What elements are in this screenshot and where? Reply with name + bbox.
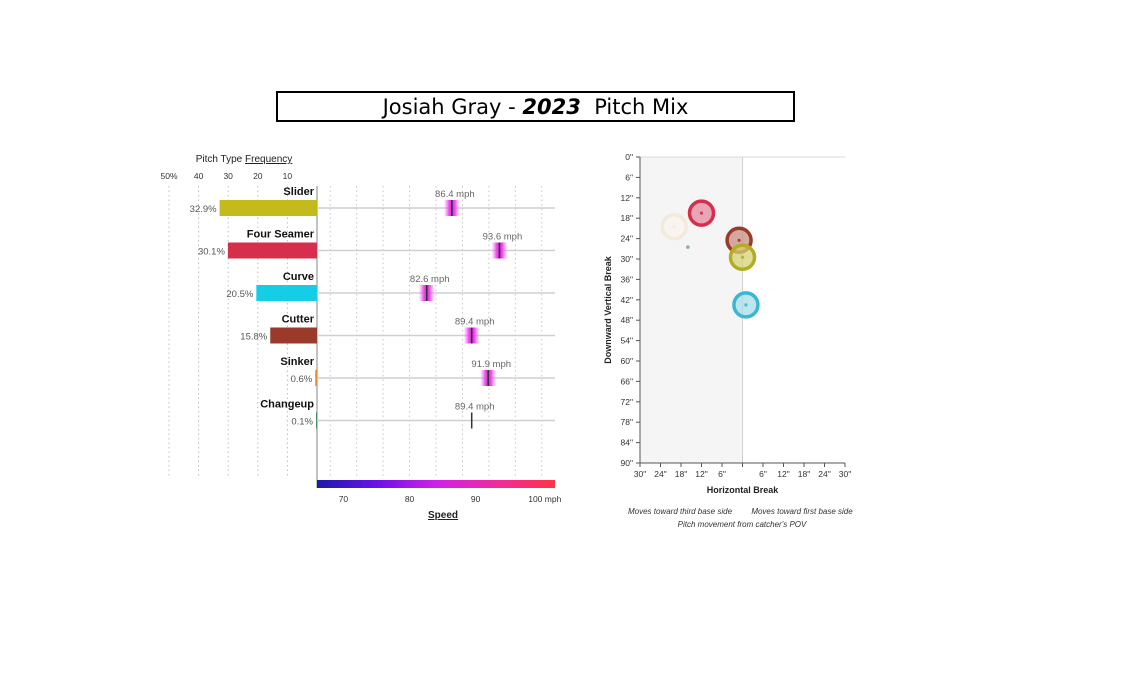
- y-tick-label: 24": [621, 234, 633, 244]
- frequency-value-label: 0.6%: [291, 374, 313, 385]
- movement-point: [672, 225, 676, 229]
- y-tick-label: 54": [621, 336, 633, 346]
- y-tick-label: 6": [625, 172, 633, 182]
- pitch-mix-panel: Pitch Type Frequency 50% 40 30 20 10 Slider 32.…: [160, 154, 561, 521]
- y-tick-label: 30": [621, 254, 633, 264]
- frequency-tick-label: 10: [283, 171, 293, 181]
- x-tick-label: 12": [695, 469, 707, 479]
- x-tick-label: 24": [818, 469, 830, 479]
- y-tick-label: 18": [621, 213, 633, 223]
- pitch-name-label: Four Seamer: [247, 229, 315, 241]
- pitch-name-label: Slider: [283, 186, 314, 198]
- frequency-title: Pitch Type Frequency: [196, 154, 293, 165]
- frequency-tick-label: 30: [223, 171, 233, 181]
- chart-title: Josiah Gray - 2023 Pitch Mix: [276, 91, 795, 122]
- x-tick-label: 18": [798, 469, 810, 479]
- y-tick-label: 36": [621, 274, 633, 284]
- speed-value-label: 82.6 mph: [410, 274, 450, 285]
- pitch-name-label: Cutter: [282, 314, 315, 326]
- frequency-tick-label: 50%: [160, 171, 177, 181]
- title-suffix: Pitch Mix: [594, 94, 689, 119]
- frequency-bar: [270, 327, 317, 344]
- frequency-bar: [316, 412, 317, 429]
- movement-point: [744, 303, 748, 307]
- y-tick-label: 84": [621, 438, 633, 448]
- first-base-side-note: Moves toward first base side: [751, 507, 853, 516]
- frequency-value-label: 20.5%: [226, 289, 253, 300]
- season-year: 2023: [522, 94, 581, 119]
- speed-tick-label: 100 mph: [528, 494, 561, 504]
- third-base-side-note: Moves toward third base side: [628, 507, 733, 516]
- frequency-tick-label: 40: [194, 171, 204, 181]
- frequency-bar: [256, 285, 317, 301]
- x-tick-label: 6": [718, 469, 726, 479]
- movement-point: [737, 238, 741, 242]
- frequency-bar: [227, 242, 317, 259]
- speed-tick-label: 80: [405, 494, 415, 504]
- pitch-name-label: Curve: [283, 271, 314, 283]
- speed-tick-label: 70: [339, 494, 349, 504]
- speed-value-label: 93.6 mph: [483, 232, 523, 243]
- x-tick-label: 12": [777, 469, 789, 479]
- y-tick-label: 0": [625, 152, 633, 162]
- y-tick-label: 78": [621, 417, 633, 427]
- movement-panel: 0" 6" 12" 18" 24" 30" 36" 42" 48" 54" 60" 66" 72" 78"…: [603, 152, 853, 529]
- x-tick-label: 6": [759, 469, 767, 479]
- y-tick-label: 90": [621, 458, 633, 468]
- speed-value-label: 91.9 mph: [471, 359, 511, 370]
- movement-point: [740, 255, 745, 259]
- y-tick-label: 60": [621, 356, 633, 366]
- movement-point-changeup: [686, 245, 690, 249]
- speed-color-scale: [317, 480, 555, 488]
- y-tick-label: 72": [621, 397, 633, 407]
- speed-value-label: 89.4 mph: [455, 317, 495, 328]
- speed-tick-label: 90: [471, 494, 481, 504]
- third-base-side-shade: [640, 157, 743, 463]
- frequency-value-label: 32.9%: [190, 204, 217, 215]
- frequency-bar: [315, 370, 317, 386]
- movement-point: [699, 211, 704, 215]
- speed-value-label: 86.4 mph: [435, 189, 475, 200]
- x-tick-label: 24": [654, 469, 666, 479]
- frequency-value-label: 30.1%: [198, 247, 225, 258]
- y-tick-label: 48": [621, 315, 633, 325]
- frequency-value-label: 15.8%: [240, 332, 267, 343]
- speed-axis-label: Speed: [428, 510, 458, 521]
- frequency-tick-label: 20: [253, 171, 263, 181]
- speed-value-label: 89.4 mph: [455, 402, 495, 413]
- pitcher-name: Josiah Gray: [382, 94, 502, 119]
- y-axis-label: Downward Vertical Break: [603, 255, 613, 364]
- frequency-bar: [219, 200, 317, 216]
- x-tick-label: 30": [634, 469, 646, 479]
- pitch-name-label: Sinker: [280, 356, 314, 368]
- x-tick-label: 18": [675, 469, 687, 479]
- frequency-value-label: 0.1%: [291, 417, 313, 428]
- pitch-name-label: Changeup: [260, 399, 314, 411]
- x-tick-label: 30": [839, 469, 851, 479]
- title-separator: -: [501, 94, 523, 119]
- catcher-pov-note: Pitch movement from catcher's POV: [678, 520, 807, 529]
- y-tick-label: 66": [621, 376, 633, 386]
- x-axis-label: Horizontal Break: [707, 485, 780, 495]
- y-tick-label: 42": [621, 295, 633, 305]
- y-tick-label: 12": [621, 193, 633, 203]
